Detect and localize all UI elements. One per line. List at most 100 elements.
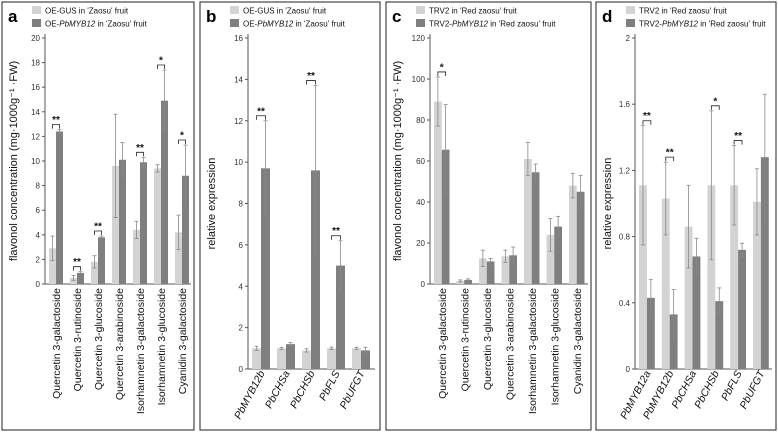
bar xyxy=(175,232,182,284)
y-tick-label: 6 xyxy=(36,206,41,215)
legend-suffix: in 'Zaosu' fruit xyxy=(77,7,129,16)
significance-bracket xyxy=(136,151,144,157)
panel-frame xyxy=(595,1,777,431)
y-tick-label: 8 xyxy=(36,182,41,191)
legend-suffix: in 'Zaosu' fruit xyxy=(275,7,327,16)
category-label: Cyanidin 3-galactoside xyxy=(572,288,584,394)
bar xyxy=(182,175,189,284)
bar xyxy=(738,249,746,369)
legend-prefix: TRV2 in 'Red zaosu' fruit xyxy=(639,7,728,16)
y-tick-label: 0 xyxy=(239,365,244,374)
bar xyxy=(753,201,761,369)
bar xyxy=(715,301,724,369)
bar xyxy=(569,185,577,284)
bar xyxy=(140,162,147,284)
bar xyxy=(352,348,361,369)
y-tick-label: 4 xyxy=(239,282,244,291)
bar xyxy=(286,344,295,369)
y-tick-label: 2 xyxy=(239,324,244,333)
category-label: Quercetin 3-arabinoside xyxy=(114,288,126,400)
significance-label: * xyxy=(159,55,163,66)
significance-bracket xyxy=(157,64,165,69)
y-tick-label: 1.2 xyxy=(619,166,631,175)
y-tick-label: 12 xyxy=(31,132,40,141)
bar xyxy=(692,256,701,369)
category-label: Isorhamnetin 3-galactoside xyxy=(135,288,147,414)
significance-label: * xyxy=(180,131,184,142)
significance-bracket xyxy=(710,105,720,110)
legend-swatch xyxy=(230,6,239,14)
y-tick-label: 2 xyxy=(626,34,631,43)
category-label: Cyanidin 3-galactoside xyxy=(177,288,189,394)
legend-entry: OE-PbMYB12 in 'Zaosu' fruit xyxy=(45,20,148,29)
legend-prefix: OE- xyxy=(45,20,60,29)
legend-gene: PbMYB12 xyxy=(452,20,489,29)
bar xyxy=(98,237,105,284)
category-label: Quercetin 3-glucoside xyxy=(93,288,105,390)
bar xyxy=(327,348,336,369)
bar xyxy=(119,159,126,284)
category-label: Isorhamnetin 3-galactoside xyxy=(527,288,539,414)
panel-frame xyxy=(199,1,381,431)
significance-label: ** xyxy=(94,222,102,233)
legend-swatch xyxy=(230,19,239,27)
bar xyxy=(302,350,311,369)
category-label: Quercetin 3-rutinoside xyxy=(459,288,471,391)
bar xyxy=(486,261,495,284)
legend-prefix: OE-GUS xyxy=(243,7,275,16)
significance-bracket xyxy=(256,115,266,120)
legend-gene: PbMYB12 xyxy=(662,20,699,29)
y-tick-label: 80 xyxy=(416,116,425,125)
significance-bracket xyxy=(73,266,81,271)
y-tick-label: 120 xyxy=(412,34,426,43)
legend-entry: OE-GUS in 'Zaosu' fruit xyxy=(45,7,129,16)
bar xyxy=(336,265,345,369)
y-tick-label: 8 xyxy=(239,200,244,209)
bar xyxy=(77,272,84,284)
bar xyxy=(684,226,693,369)
y-tick-label: 1.6 xyxy=(619,100,631,109)
bar xyxy=(479,258,487,284)
legend-entry: TRV2 in 'Red zaosu' fruit xyxy=(639,7,728,16)
bar xyxy=(554,226,562,284)
legend-prefix: OE- xyxy=(243,20,258,29)
category-label: Quercetin 3-galactoside xyxy=(51,288,63,399)
bar xyxy=(70,277,77,284)
panel-a: a OE-GUS in 'Zaosu' fruit OE-PbMYB12 in 'Z… xyxy=(1,1,195,431)
y-tick-label: 0 xyxy=(626,365,631,374)
y-tick-label: 4 xyxy=(36,231,41,240)
significance-bracket xyxy=(665,156,675,162)
legend-entry: TRV2 in 'Red zaosu' fruit xyxy=(429,7,518,16)
category-label: PbMYB12b xyxy=(232,369,268,422)
significance-label: ** xyxy=(307,71,315,82)
significance-label: ** xyxy=(734,131,742,142)
bar xyxy=(707,185,716,369)
y-tick-label: 0.4 xyxy=(619,299,631,308)
legend-suffix: in 'Zaosu' fruit xyxy=(293,20,345,29)
panel-letter: d xyxy=(602,7,612,26)
y-tick-label: 16 xyxy=(234,34,243,43)
legend-prefix: TRV2- xyxy=(639,20,662,29)
category-label: PbUFGT xyxy=(338,367,369,411)
significance-label: ** xyxy=(73,257,81,268)
y-tick-label: 10 xyxy=(31,157,40,166)
bar xyxy=(576,191,585,284)
category-label: PbFLS xyxy=(317,369,343,403)
legend-swatch xyxy=(32,6,41,14)
bar xyxy=(154,168,161,284)
bar xyxy=(524,158,532,284)
significance-bracket xyxy=(331,235,341,240)
bar xyxy=(56,131,63,284)
significance-label: ** xyxy=(666,148,674,159)
significance-bracket xyxy=(733,140,743,145)
category-label: Quercetin 3-galactoside xyxy=(437,288,449,399)
panel-letter: a xyxy=(8,7,18,26)
legend-gene: PbMYB12 xyxy=(59,20,96,29)
legend-entry: OE-PbMYB12 in 'Zaosu' fruit xyxy=(243,20,346,29)
legend-suffix: in 'Zaosu' fruit xyxy=(95,20,147,29)
bar xyxy=(456,280,465,284)
bar xyxy=(91,261,98,284)
panel-frame xyxy=(1,1,195,431)
y-tick-label: 10 xyxy=(234,158,243,167)
y-axis-label: relative expression xyxy=(206,158,218,250)
